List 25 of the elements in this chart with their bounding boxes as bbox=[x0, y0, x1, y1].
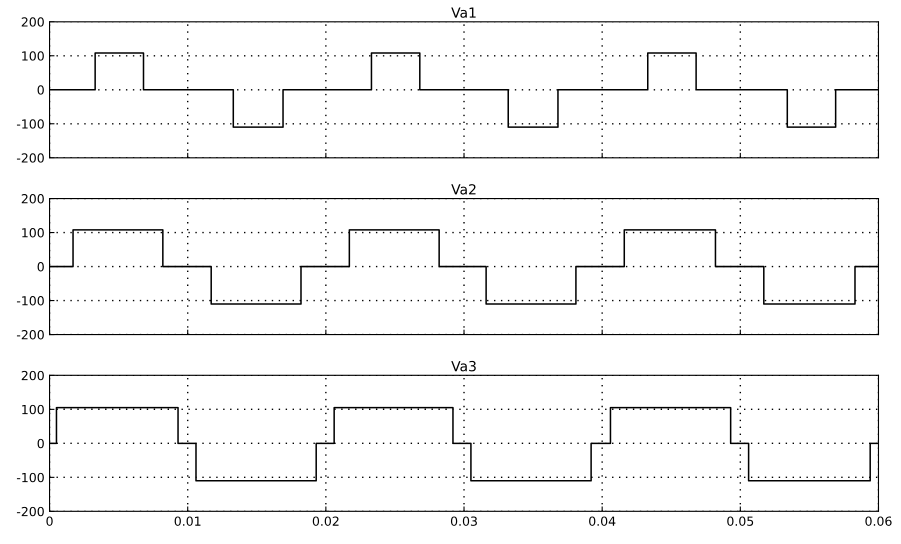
chart-title: Va2 bbox=[451, 184, 476, 195]
y-tick-label: -200 bbox=[16, 330, 44, 340]
y-tick-label: 200 bbox=[22, 370, 44, 380]
x-tick-label: 0.02 bbox=[312, 516, 339, 526]
x-tick-label: 0.03 bbox=[450, 516, 477, 526]
x-tick-label: 0.05 bbox=[727, 516, 754, 526]
y-tick-label: 200 bbox=[22, 17, 44, 27]
x-tick-label: 0.04 bbox=[589, 516, 616, 526]
y-tick-label: 0 bbox=[38, 262, 44, 272]
chart-title: Va3 bbox=[451, 360, 476, 372]
x-tick-label: 0.01 bbox=[174, 516, 200, 526]
y-tick-label: -200 bbox=[16, 506, 44, 516]
y-tick-label: -100 bbox=[16, 296, 44, 306]
y-tick-label: 100 bbox=[22, 404, 44, 414]
y-tick-label: 200 bbox=[22, 194, 44, 204]
y-tick-label: 0 bbox=[38, 438, 44, 448]
x-tick-label: 0.06 bbox=[865, 516, 892, 526]
chart-title: Va1 bbox=[451, 7, 476, 18]
y-tick-label: 100 bbox=[22, 51, 44, 61]
y-tick-label: -200 bbox=[16, 153, 44, 163]
y-tick-label: -100 bbox=[16, 119, 44, 129]
y-tick-label: 0 bbox=[38, 85, 44, 95]
y-tick-label: 100 bbox=[22, 228, 44, 238]
y-tick-label: -100 bbox=[16, 472, 44, 482]
x-tick-label: 0 bbox=[46, 516, 53, 526]
